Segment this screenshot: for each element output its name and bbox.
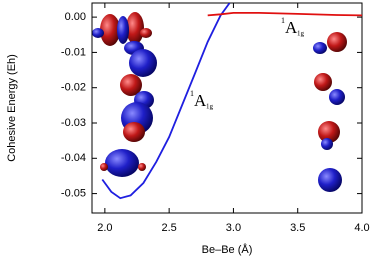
y-tick-label: -0.03: [61, 117, 86, 129]
annotation-text: A: [285, 18, 298, 37]
annotation-sup: 1: [190, 89, 194, 98]
annotation-text: A: [194, 91, 207, 110]
y-axis-title: Cohesive Energy (Eh): [6, 54, 18, 162]
x-tick-label: 2.5: [161, 222, 176, 234]
x-tick-label: 3.0: [226, 222, 241, 234]
orbital-illustrations: [92, 12, 347, 192]
y-tick-label: -0.01: [61, 46, 86, 58]
y-tick-label: -0.05: [61, 187, 86, 199]
curve: [101, 3, 231, 200]
x-tick-label: 4.0: [354, 222, 369, 234]
annotation-sub: 1g: [206, 103, 214, 111]
x-tick-label: 2.0: [97, 222, 112, 234]
x-tick-label: 3.5: [290, 222, 305, 234]
plot-frame: [91, 2, 363, 214]
annotation-sub: 1g: [297, 30, 305, 38]
y-tick-label: -0.04: [61, 152, 86, 164]
plot-area: [101, 3, 362, 200]
curve: [207, 12, 362, 17]
y-tick-label: 0.00: [65, 11, 86, 23]
annotation-sup: 1: [281, 16, 285, 25]
y-tick-label: -0.02: [61, 82, 86, 94]
x-axis-title: Be–Be (Å): [202, 243, 253, 256]
